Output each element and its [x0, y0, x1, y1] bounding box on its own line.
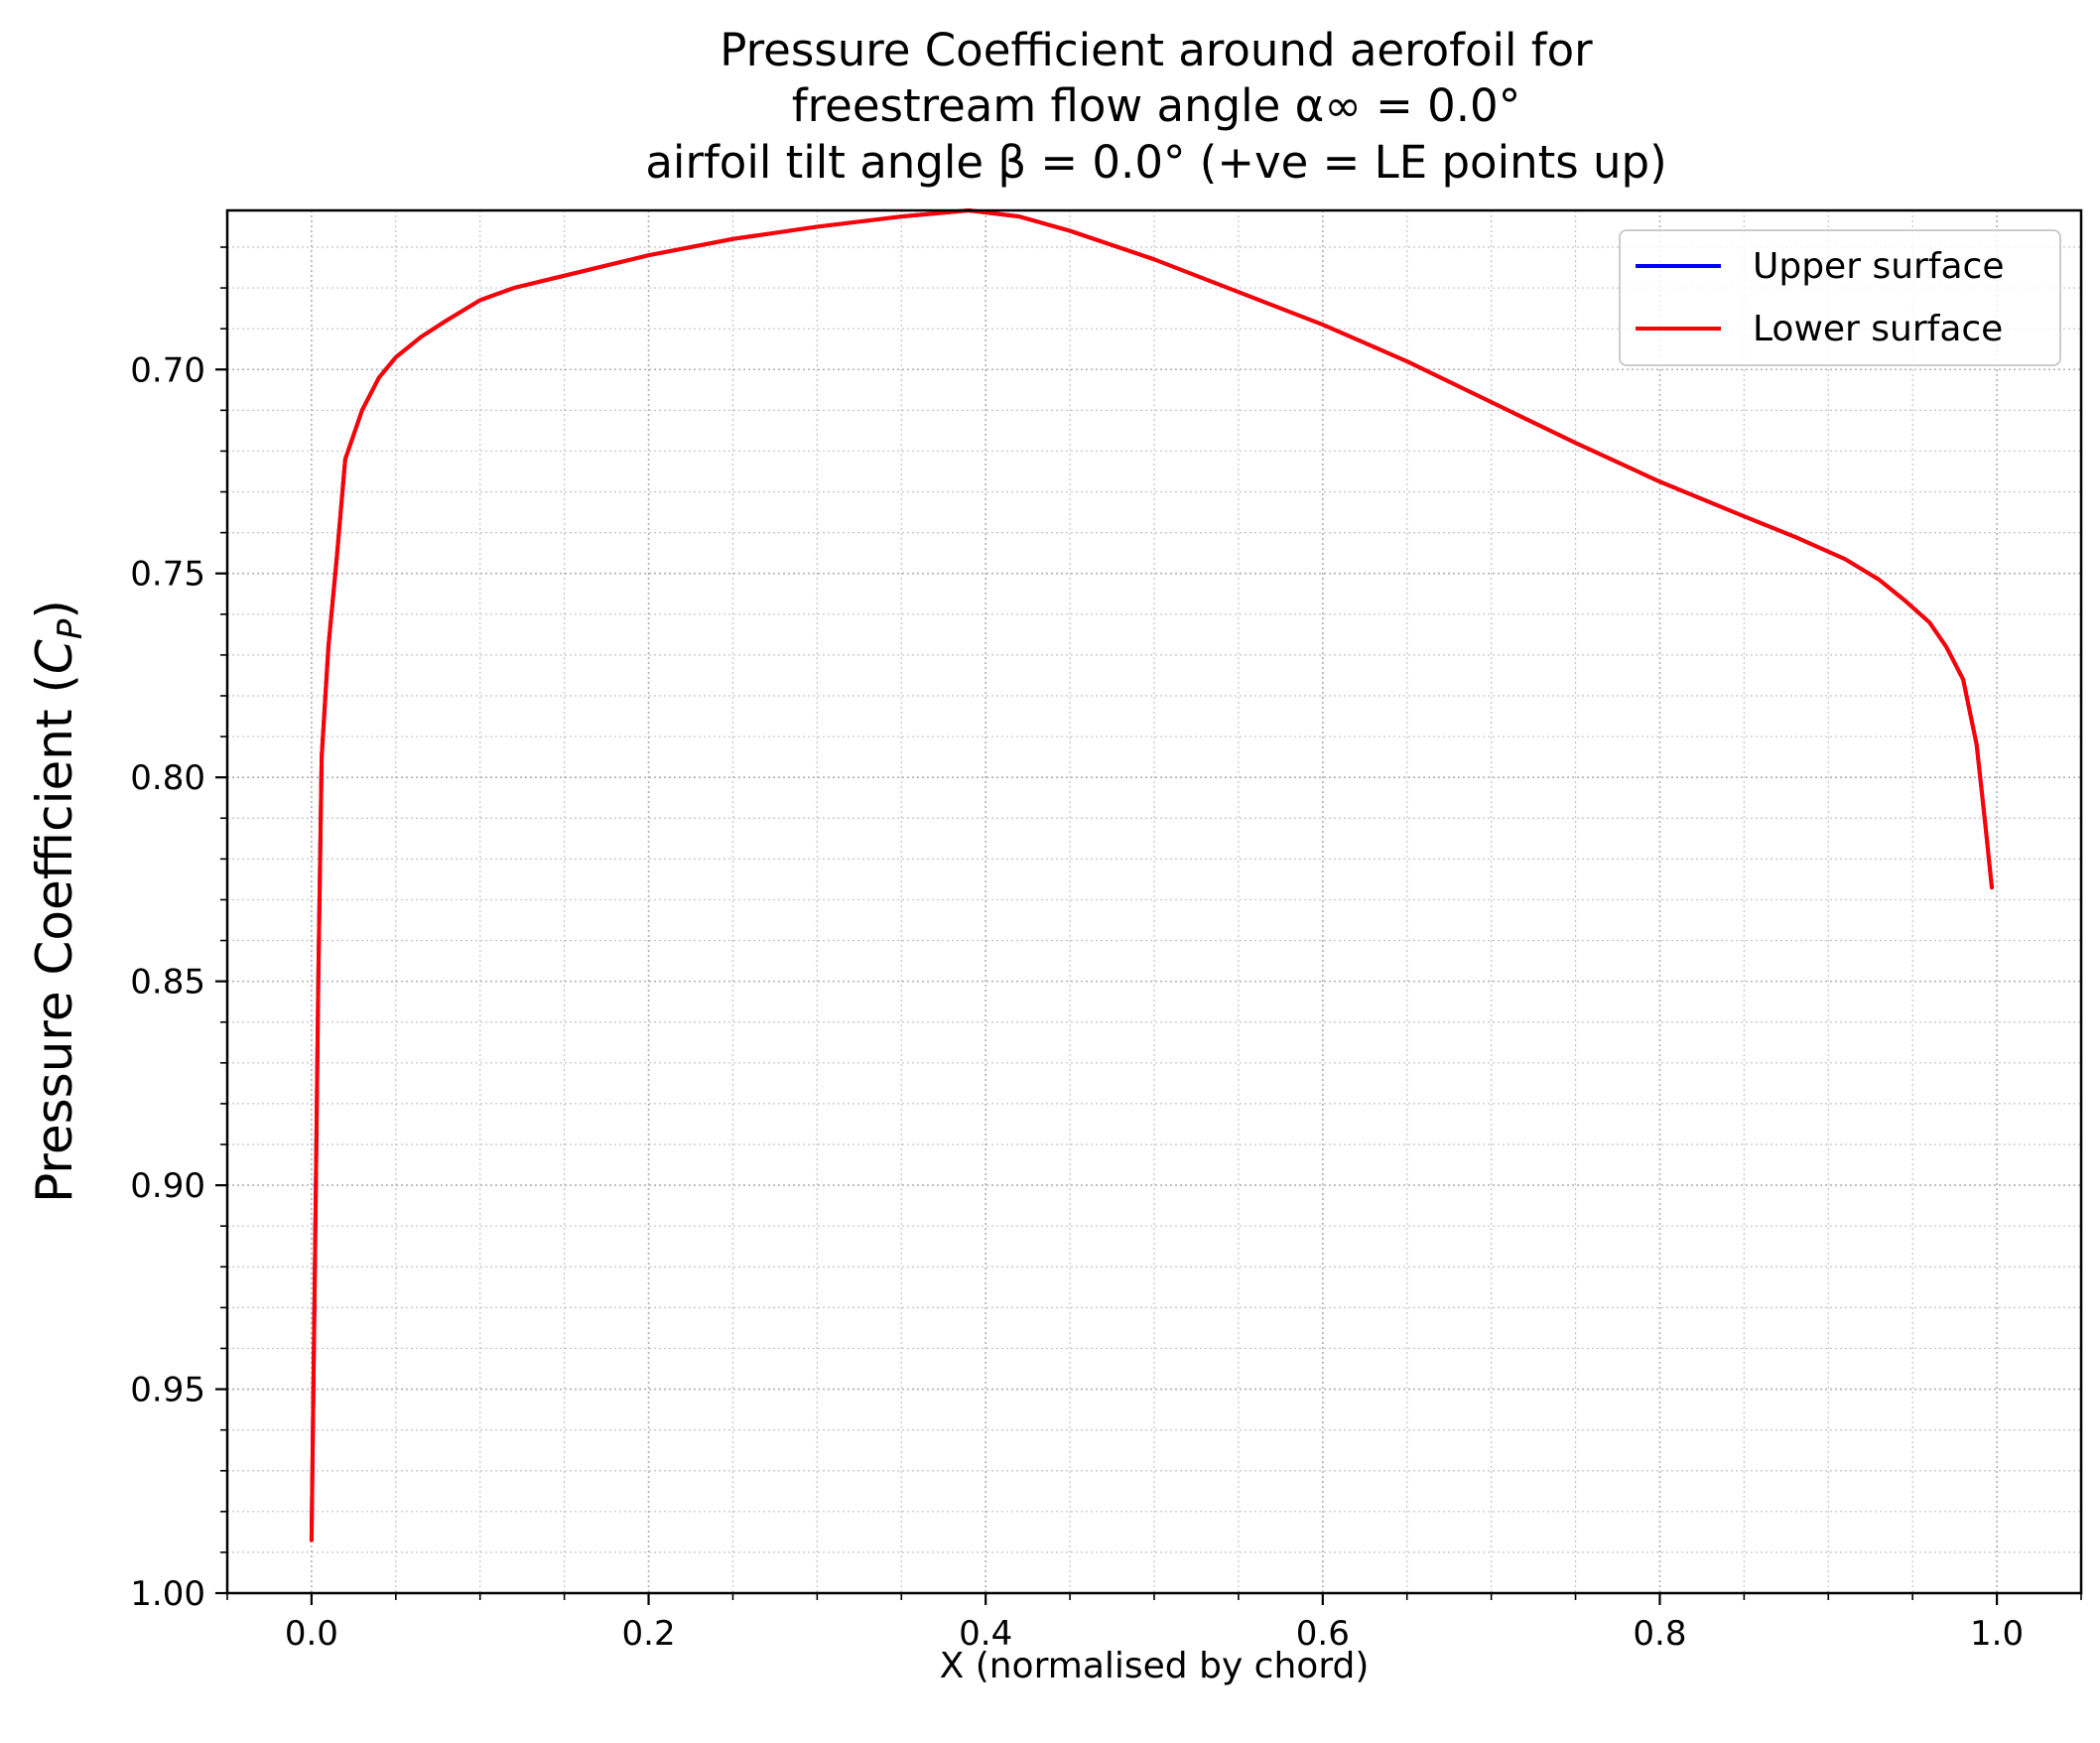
axis-ticks — [215, 246, 2082, 1605]
y-tick-label: 0.80 — [130, 758, 205, 798]
legend-box — [1619, 229, 2061, 366]
x-tick-label: 1.0 — [1970, 1614, 2024, 1654]
y-tick-label: 0.95 — [130, 1371, 205, 1410]
y-axis-label: Pressure Coefficient (CP) — [26, 600, 90, 1203]
y-tick-label: 0.90 — [130, 1166, 205, 1206]
y-tick-label: 0.75 — [130, 555, 205, 595]
chart-title-line-2: freestream flow angle α∞ = 0.0° — [792, 79, 1520, 132]
x-tick-label: 0.8 — [1633, 1614, 1686, 1654]
x-tick-label: 0.2 — [622, 1614, 676, 1654]
y-tick-label: 0.70 — [130, 350, 205, 390]
legend: Upper surface Lower surface — [1619, 229, 2061, 366]
x-tick-label: 0.0 — [285, 1614, 338, 1654]
chart-title-line-1: Pressure Coefficient around aerofoil for — [720, 24, 1593, 76]
y-axis-label-close: ) — [26, 600, 83, 619]
chart-title-line-3: airfoil tilt angle β = 0.0° (+ve = LE po… — [645, 136, 1666, 189]
x-tick-label: 0.4 — [959, 1614, 1012, 1654]
y-axis-label-c: C — [26, 639, 83, 674]
y-axis-label-subscript: P — [51, 618, 90, 639]
legend-label-lower-surface: Lower surface — [1753, 309, 2003, 349]
x-axis-label: X (normalised by chord) — [940, 1646, 1370, 1686]
x-tick-label: 0.6 — [1296, 1614, 1350, 1654]
y-axis-label-main: Pressure Coefficient ( — [26, 674, 83, 1203]
series-lines — [309, 208, 1994, 1542]
series-line-lower-surface — [309, 208, 1994, 1542]
tick-labels: 0.0 0.2 0.4 0.6 0.8 1.0 0.70 0.75 0.80 0.85 0.90 0.… — [130, 350, 2024, 1654]
legend-label-upper-surface: Upper surface — [1753, 246, 2005, 287]
y-tick-label: 0.85 — [130, 963, 205, 1003]
y-tick-label: 1.00 — [130, 1574, 205, 1614]
